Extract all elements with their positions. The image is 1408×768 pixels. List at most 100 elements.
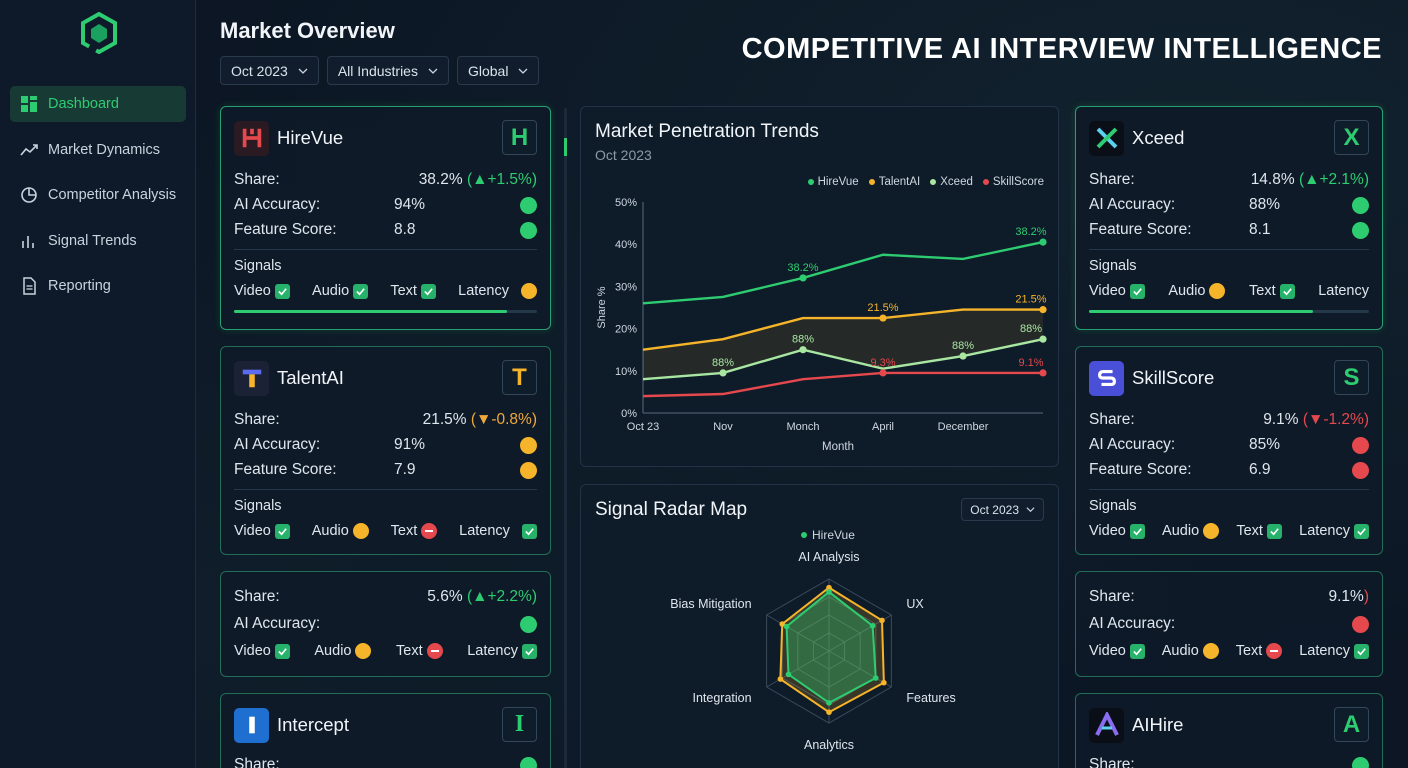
signal-video: Video: [234, 523, 290, 539]
radar-date-select[interactable]: Oct 2023: [961, 498, 1044, 521]
document-icon: [20, 277, 38, 295]
industry-filter[interactable]: All Industries: [326, 56, 449, 85]
intercept-logo-icon: [234, 707, 269, 743]
competitor-name: AIHire: [1132, 714, 1184, 735]
radar-axis-label: AI Analysis: [798, 550, 859, 564]
signal-audio: Audio: [312, 283, 369, 299]
sidebar-item-market-dynamics[interactable]: Market Dynamics: [10, 132, 186, 168]
accuracy-row: AI Accuracy: 85%: [1089, 434, 1369, 456]
signal-label: Latency: [1299, 523, 1350, 539]
sidebar-item-label: Market Dynamics: [48, 141, 160, 158]
share-label: Share:: [1089, 411, 1135, 428]
page-title: Market Overview: [220, 18, 395, 43]
progress-fill: [234, 310, 507, 313]
accuracy-label: AI Accuracy:: [234, 436, 321, 453]
radar-point: [869, 623, 876, 629]
chevron-down-icon: [1026, 507, 1035, 513]
legend-label: Xceed: [940, 176, 973, 188]
competitor-card-hirevue[interactable]: HireVue H Share: 38.2% (▲+1.5%) AI Accur…: [220, 106, 551, 330]
competitor-card-intercept[interactable]: Intercept I Share:: [220, 693, 551, 768]
y-tick-label: 40%: [615, 239, 637, 251]
check-icon: [274, 283, 290, 299]
feature-value: 8.8: [394, 221, 416, 238]
hirevue-logo-icon: [234, 120, 269, 156]
signal-latency: Latency: [467, 643, 537, 659]
y-tick-label: 30%: [615, 281, 637, 293]
x-axis-label: Month: [822, 441, 854, 453]
radar-panel-title: Signal Radar Map: [595, 499, 748, 520]
radar-point: [826, 589, 832, 595]
competitor-badge: T: [502, 360, 537, 395]
competitor-card-xceed[interactable]: Xceed X Share: 14.8% (▲+2.1%) AI Accurac…: [1075, 106, 1383, 330]
sidebar-item-dashboard[interactable]: Dashboard: [10, 86, 186, 122]
series-line: [642, 240, 1044, 305]
column-splitter[interactable]: [564, 108, 567, 768]
sidebar-item-competitor-analysis[interactable]: Competitor Analysis: [10, 177, 186, 213]
share-label: Share:: [1089, 171, 1135, 188]
aihire-logo-icon: [1089, 707, 1124, 743]
date-filter[interactable]: Oct 2023: [220, 56, 319, 85]
signal-label: Video: [1089, 643, 1126, 659]
competitor-card-unnamed[interactable]: Share: 5.6% (▲+2.2%) AI Accuracy: Video …: [220, 571, 551, 677]
data-point: [719, 369, 727, 377]
signal-audio: Audio: [1168, 283, 1226, 299]
series-line: [642, 337, 1044, 381]
check-icon: [521, 523, 537, 539]
splitter-handle[interactable]: [564, 138, 567, 156]
progress-bar: [1089, 310, 1369, 313]
check-icon: [274, 523, 290, 539]
share-value: 14.8% (▲+2.1%): [1251, 171, 1369, 189]
competitor-card-unnamed-2[interactable]: Share: 9.1%) AI Accuracy: Video Audio Te…: [1075, 571, 1383, 677]
competitor-card-aihire[interactable]: AIHire A Share:: [1075, 693, 1383, 768]
signal-latency: Latency: [1299, 643, 1369, 659]
signal-audio: Audio: [1162, 523, 1220, 539]
trend-panel: Market Penetration Trends Oct 2023 HireV…: [580, 106, 1059, 467]
share-row: Share: 9.1% (▼-1.2%): [1089, 409, 1369, 431]
y-tick-label: 50%: [615, 197, 637, 209]
region-filter[interactable]: Global: [456, 56, 540, 85]
radar-point: [777, 676, 784, 682]
status-dot-green: [520, 196, 537, 214]
legend-item[interactable]: HireVue: [807, 176, 859, 188]
competitor-card-talentai[interactable]: TalentAI T Share: 21.5% (▼-0.8%) AI Accu…: [220, 346, 551, 555]
status-dot-green: [1352, 221, 1369, 239]
competitor-name: TalentAI: [277, 367, 344, 388]
app-logo-icon[interactable]: [80, 12, 118, 54]
legend-item[interactable]: SkillScore: [982, 176, 1044, 188]
competitor-card-skillscore[interactable]: SkillScore S Share: 9.1% (▼-1.2%) AI Acc…: [1075, 346, 1383, 555]
progress-fill: [1089, 310, 1313, 313]
radar-chart: AI Analysis UX Features Analytics Integratio…: [670, 550, 955, 752]
legend-dot: [930, 179, 937, 185]
sidebar-item-signal-trends[interactable]: Signal Trends: [10, 223, 186, 259]
radar-point: [826, 584, 832, 591]
signals-row: Video Audio Text Latency: [1089, 520, 1369, 542]
data-point: [879, 369, 887, 377]
card-header: TalentAI T: [234, 360, 537, 396]
y-tick-label: 0%: [621, 408, 637, 420]
accuracy-value: 88%: [1249, 196, 1281, 213]
signal-video: Video: [1089, 523, 1145, 539]
sidebar-item-label: Reporting: [48, 278, 111, 294]
legend-item[interactable]: Xceed: [930, 176, 973, 188]
legend-item[interactable]: TalentAI: [868, 176, 920, 188]
feature-value: 7.9: [394, 461, 416, 478]
feature-label: Feature Score:: [234, 461, 337, 478]
signal-audio: Audio: [1162, 643, 1219, 659]
check-icon: [1129, 643, 1145, 659]
radar-point: [879, 617, 885, 624]
area-band: [643, 309, 1043, 380]
divider: [234, 489, 537, 490]
x-tick-label: December: [938, 421, 989, 433]
accuracy-label: AI Accuracy:: [234, 615, 321, 632]
accuracy-value: 91%: [394, 436, 426, 453]
minus-icon: [421, 523, 438, 539]
legend-dot: [807, 179, 814, 185]
radar-point: [826, 700, 832, 706]
radar-legend-label: HireVue: [812, 528, 855, 542]
share-row: Share: 38.2% (▲+1.5%): [234, 169, 537, 191]
signal-video: Video: [234, 643, 290, 659]
y-tick-label: 10%: [615, 366, 637, 378]
check-icon: [1266, 523, 1282, 539]
sidebar-item-reporting[interactable]: Reporting: [10, 268, 186, 304]
radar-point: [785, 671, 792, 678]
